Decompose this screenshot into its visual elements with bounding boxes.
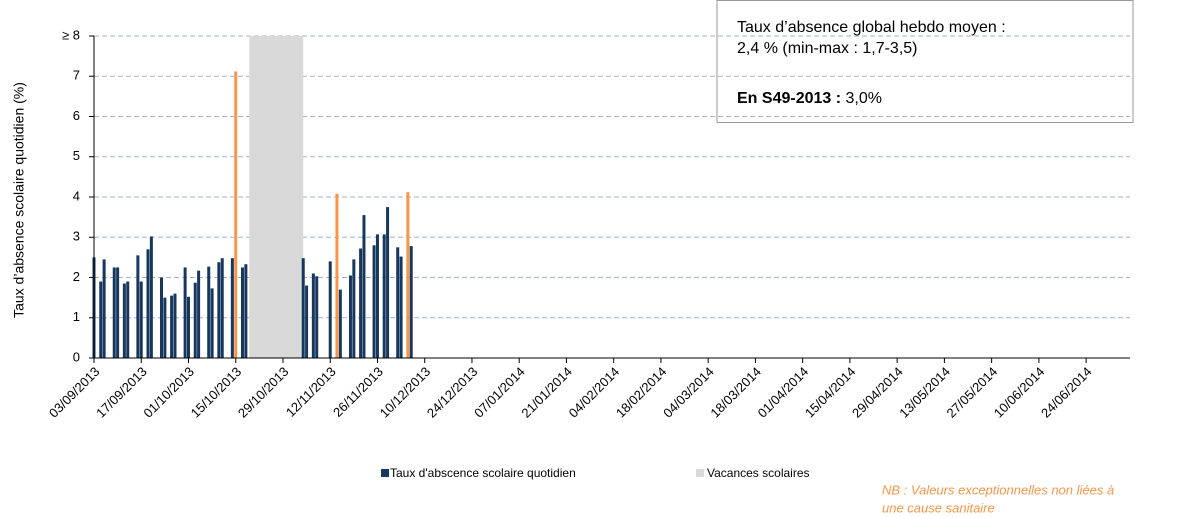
legend-label: Taux d'abscence scolaire quotidien bbox=[390, 466, 576, 480]
bar bbox=[375, 234, 379, 358]
bar bbox=[338, 289, 342, 358]
bar bbox=[409, 246, 413, 358]
y-tick-label: ≥ 8 bbox=[62, 27, 80, 42]
legend-swatch bbox=[381, 469, 389, 477]
shaded-period bbox=[249, 36, 304, 358]
bar bbox=[126, 281, 130, 358]
bar bbox=[301, 258, 305, 358]
bar bbox=[240, 267, 244, 358]
y-tick-label: 3 bbox=[73, 229, 80, 244]
y-tick-label: 0 bbox=[73, 349, 80, 364]
bar bbox=[372, 245, 376, 358]
bar bbox=[335, 193, 339, 358]
x-tick-label: 29/10/2013 bbox=[235, 364, 292, 421]
y-tick-label: 1 bbox=[73, 309, 80, 324]
bar bbox=[183, 267, 187, 358]
bar bbox=[315, 276, 319, 358]
bar bbox=[163, 297, 167, 358]
bar bbox=[186, 296, 190, 358]
bar bbox=[234, 71, 238, 359]
note: NB : Valeurs exceptionnelles non liées à bbox=[882, 482, 1114, 497]
bar bbox=[311, 273, 315, 358]
legend-label: Vacances scolaires bbox=[707, 466, 810, 480]
bar bbox=[230, 258, 234, 358]
annotation-bold: En S49-2013 : bbox=[737, 90, 841, 107]
annotation-value: 3,0% bbox=[841, 90, 882, 107]
bar bbox=[305, 285, 309, 358]
bar bbox=[193, 282, 197, 358]
y-tick-label: 5 bbox=[73, 148, 80, 163]
bar bbox=[382, 234, 386, 358]
bar bbox=[102, 259, 106, 358]
bar bbox=[149, 236, 153, 358]
bar bbox=[386, 207, 390, 358]
annotation-text: Taux d’absence global hebdo moyen : bbox=[737, 19, 1006, 36]
bar bbox=[197, 270, 201, 358]
bar bbox=[406, 192, 410, 358]
bar bbox=[210, 288, 214, 358]
bar bbox=[399, 256, 403, 358]
bar bbox=[99, 281, 103, 358]
bar bbox=[146, 249, 150, 358]
y-tick-label: 6 bbox=[73, 108, 80, 123]
bar bbox=[328, 261, 332, 358]
bar bbox=[217, 262, 221, 358]
bar bbox=[352, 259, 356, 358]
bar bbox=[139, 281, 143, 358]
bar bbox=[159, 277, 163, 358]
note: une cause sanitaire bbox=[882, 500, 995, 515]
bar bbox=[220, 258, 224, 358]
bar bbox=[112, 267, 116, 358]
bar bbox=[207, 266, 211, 358]
bar bbox=[116, 267, 120, 358]
bar bbox=[170, 295, 174, 358]
y-axis-label: Taux d’absence scolaire quotidien (%) bbox=[11, 82, 27, 318]
bar bbox=[359, 248, 363, 358]
bar bbox=[173, 293, 177, 358]
legend-swatch bbox=[696, 469, 704, 477]
bar bbox=[348, 275, 352, 358]
bar bbox=[244, 264, 248, 358]
x-tick-label: 12/11/2013 bbox=[283, 364, 339, 420]
y-tick-label: 7 bbox=[73, 68, 80, 83]
x-tick-label: 24/06/2014 bbox=[1038, 364, 1095, 421]
annotation-text: 2,4 % (min-max : 1,7-3,5) bbox=[737, 40, 918, 57]
bar bbox=[362, 215, 366, 358]
annotation-box bbox=[716, 0, 1134, 123]
bar bbox=[396, 247, 400, 358]
y-tick-label: 2 bbox=[73, 269, 80, 284]
y-tick-label: 4 bbox=[73, 188, 80, 203]
bar bbox=[122, 283, 126, 358]
annotation-text: En S49-2013 : 3,0% bbox=[737, 90, 882, 107]
bar bbox=[136, 255, 140, 358]
